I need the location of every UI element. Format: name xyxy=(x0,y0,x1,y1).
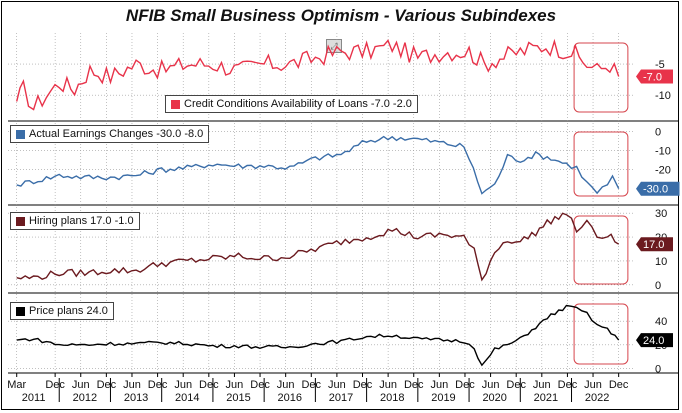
year-label: 2011 xyxy=(22,392,46,404)
y-tick-label: 40 xyxy=(655,316,667,328)
x-tick-label: Dec xyxy=(97,379,117,391)
x-tick-label: Jun xyxy=(533,379,551,391)
svg-text:-30.0: -30.0 xyxy=(643,184,668,196)
x-tick-label: Jun xyxy=(379,379,397,391)
x-tick-label: Dec xyxy=(506,379,526,391)
legend-hiring: Hiring plans 17.0 -1.0 xyxy=(10,212,140,230)
x-tick-label: Dec xyxy=(45,379,65,391)
x-tick-label: Dec xyxy=(404,379,424,391)
last-value-label-earnings: -30.0 xyxy=(636,181,680,196)
year-label: 2016 xyxy=(278,392,302,404)
chart-title: NFIB Small Business Optimism - Various S… xyxy=(125,6,557,25)
highlight-box xyxy=(573,131,629,197)
svg-text:17.0: 17.0 xyxy=(643,239,664,251)
y-tick-label: 0 xyxy=(655,280,661,292)
svg-text:24.0: 24.0 xyxy=(643,335,664,347)
legend-credit: Credit Conditions Availability of Loans … xyxy=(165,95,418,113)
legend-label-price: Price plans 24.0 xyxy=(29,305,108,317)
x-tick-label: Jun xyxy=(430,379,448,391)
y-tick-label: 0 xyxy=(655,127,661,139)
year-label: 2013 xyxy=(124,392,148,404)
x-tick-label: Dec xyxy=(301,379,321,391)
legend-swatch-earnings xyxy=(16,129,25,139)
x-tick-label: Dec xyxy=(148,379,168,391)
x-tick-label: Dec xyxy=(558,379,578,391)
y-tick-label: -20 xyxy=(655,165,671,177)
x-tick-label: Jun xyxy=(482,379,500,391)
y-tick-label: 10 xyxy=(655,256,667,268)
x-tick-label: Jun xyxy=(584,379,602,391)
last-value-label-price: 24.0 xyxy=(636,333,673,348)
x-tick-label: Dec xyxy=(455,379,475,391)
last-value-label-credit: -7.0 xyxy=(636,69,673,84)
svg-text:-7.0: -7.0 xyxy=(643,72,662,84)
x-tick-label: Jun xyxy=(328,379,346,391)
y-tick-label: 30 xyxy=(655,208,667,220)
series-line-hiring xyxy=(16,212,620,282)
legend-label-hiring: Hiring plans 17.0 -1.0 xyxy=(29,215,134,227)
x-tick-label: Mar xyxy=(7,379,26,391)
year-label: 2019 xyxy=(431,392,455,404)
y-tick-label: -10 xyxy=(655,146,671,158)
x-tick-label: Dec xyxy=(250,379,270,391)
series-line-price xyxy=(16,304,620,367)
x-tick-label: Jun xyxy=(226,379,244,391)
year-label: 2020 xyxy=(482,392,506,404)
series-line-credit xyxy=(16,38,620,111)
highlight-box xyxy=(573,303,629,365)
year-label: 2022 xyxy=(585,392,609,404)
legend-label-earnings: Actual Earnings Changes -30.0 -8.0 xyxy=(29,128,204,140)
series-line-earnings xyxy=(16,135,620,195)
year-label: 2014 xyxy=(175,392,199,404)
legend-swatch-hiring xyxy=(16,216,25,226)
highlight-box xyxy=(573,215,629,285)
legend-label-credit: Credit Conditions Availability of Loans … xyxy=(184,98,412,110)
legend-price: Price plans 24.0 xyxy=(10,302,114,320)
year-label: 2012 xyxy=(73,392,97,404)
year-label: 2021 xyxy=(534,392,558,404)
legend-swatch-price xyxy=(16,306,25,316)
x-tick-label: Dec xyxy=(199,379,219,391)
year-label: 2018 xyxy=(380,392,404,404)
x-tick-label: Dec xyxy=(609,379,629,391)
legend-swatch-credit xyxy=(171,99,180,109)
y-tick-label: 0 xyxy=(655,363,661,375)
highlight-box xyxy=(573,42,629,113)
x-tick-label: Jun xyxy=(174,379,192,391)
year-label: 2017 xyxy=(329,392,353,404)
legend-earnings: Actual Earnings Changes -30.0 -8.0 xyxy=(10,125,210,143)
x-tick-label: Dec xyxy=(353,379,373,391)
y-tick-label: -10 xyxy=(655,90,671,102)
x-tick-label: Jun xyxy=(72,379,90,391)
year-label: 2015 xyxy=(226,392,250,404)
y-tick-label: -5 xyxy=(655,59,665,71)
x-tick-label: Jun xyxy=(123,379,141,391)
last-value-label-hiring: 17.0 xyxy=(636,237,673,252)
x-tick-label: Jun xyxy=(277,379,295,391)
